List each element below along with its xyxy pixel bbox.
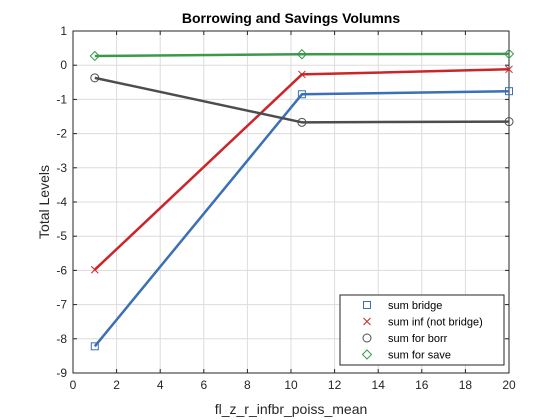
chart-title: Borrowing and Savings Volumns <box>182 10 401 26</box>
y-tick-label: -8 <box>56 332 67 346</box>
data-point <box>90 73 100 83</box>
y-tick-label: -2 <box>56 127 67 141</box>
x-tick-label: 10 <box>284 378 298 392</box>
legend-label: sum bridge <box>388 300 442 312</box>
x-tick-label: 8 <box>244 378 251 392</box>
series-line <box>93 89 510 348</box>
data-point <box>297 117 307 127</box>
y-tick-label: -7 <box>56 298 67 312</box>
series-sum-bridge <box>90 87 513 351</box>
data-point <box>296 49 308 60</box>
data-point <box>503 48 515 60</box>
series-sum-for-save <box>89 48 515 62</box>
data-point <box>505 87 513 96</box>
y-tick-label: -9 <box>56 366 67 380</box>
series-sum-for-borr <box>90 73 514 127</box>
x-tick-label: 18 <box>459 378 473 392</box>
x-tick-label: 6 <box>200 378 207 392</box>
y-axis-label: Total Levels <box>36 165 52 239</box>
data-point <box>298 70 306 79</box>
series-line <box>94 76 510 124</box>
x-tick-label: 20 <box>502 378 516 392</box>
legend-box <box>339 294 505 366</box>
x-tick-label: 0 <box>70 378 77 392</box>
y-tick-label: -5 <box>56 229 67 243</box>
x-tick-label: 4 <box>157 378 164 392</box>
legend-marker <box>363 301 371 309</box>
x-tick-label: 12 <box>328 378 342 392</box>
x-axis-label: fl_z_r_infbr_poiss_mean <box>215 401 368 417</box>
legend-item: sum for save <box>361 349 451 362</box>
data-point <box>297 90 306 99</box>
series-line <box>94 52 510 58</box>
data-point <box>90 265 99 274</box>
legend-item: sum for borr <box>362 333 448 345</box>
legend-item: sum bridge <box>363 300 442 312</box>
ticks: 0 2 4 6 8 10 12 14 16 18 20 -9 -8 -7 -6 -5 -4 -3 -2 -1 0 1 <box>56 24 516 392</box>
legend-label: sum for save <box>388 350 451 362</box>
y-tick-label: 1 <box>60 24 67 38</box>
series-layer <box>89 48 515 351</box>
y-tick-label: -6 <box>56 263 67 277</box>
legend-label: sum inf (not bridge) <box>388 317 483 329</box>
x-tick-label: 16 <box>415 378 429 392</box>
legend-marker <box>363 317 371 326</box>
legend-marker <box>361 349 373 360</box>
y-tick-label: -4 <box>56 195 67 209</box>
series-sum-inf-not-bridge <box>90 65 513 274</box>
legend-label: sum for borr <box>388 333 448 345</box>
y-tick-label: 0 <box>60 58 67 72</box>
legend: sum bridge sum inf (not bridge) sum for bo… <box>339 294 505 366</box>
y-tick-label: -3 <box>56 161 67 175</box>
data-point <box>90 342 99 351</box>
data-point <box>89 50 101 62</box>
legend-marker <box>362 333 372 343</box>
x-tick-label: 2 <box>113 378 120 392</box>
x-tick-label: 14 <box>372 378 386 392</box>
legend-item: sum inf (not bridge) <box>363 317 483 329</box>
y-tick-label: -1 <box>56 92 67 106</box>
data-point <box>504 117 514 127</box>
data-point <box>505 65 513 74</box>
